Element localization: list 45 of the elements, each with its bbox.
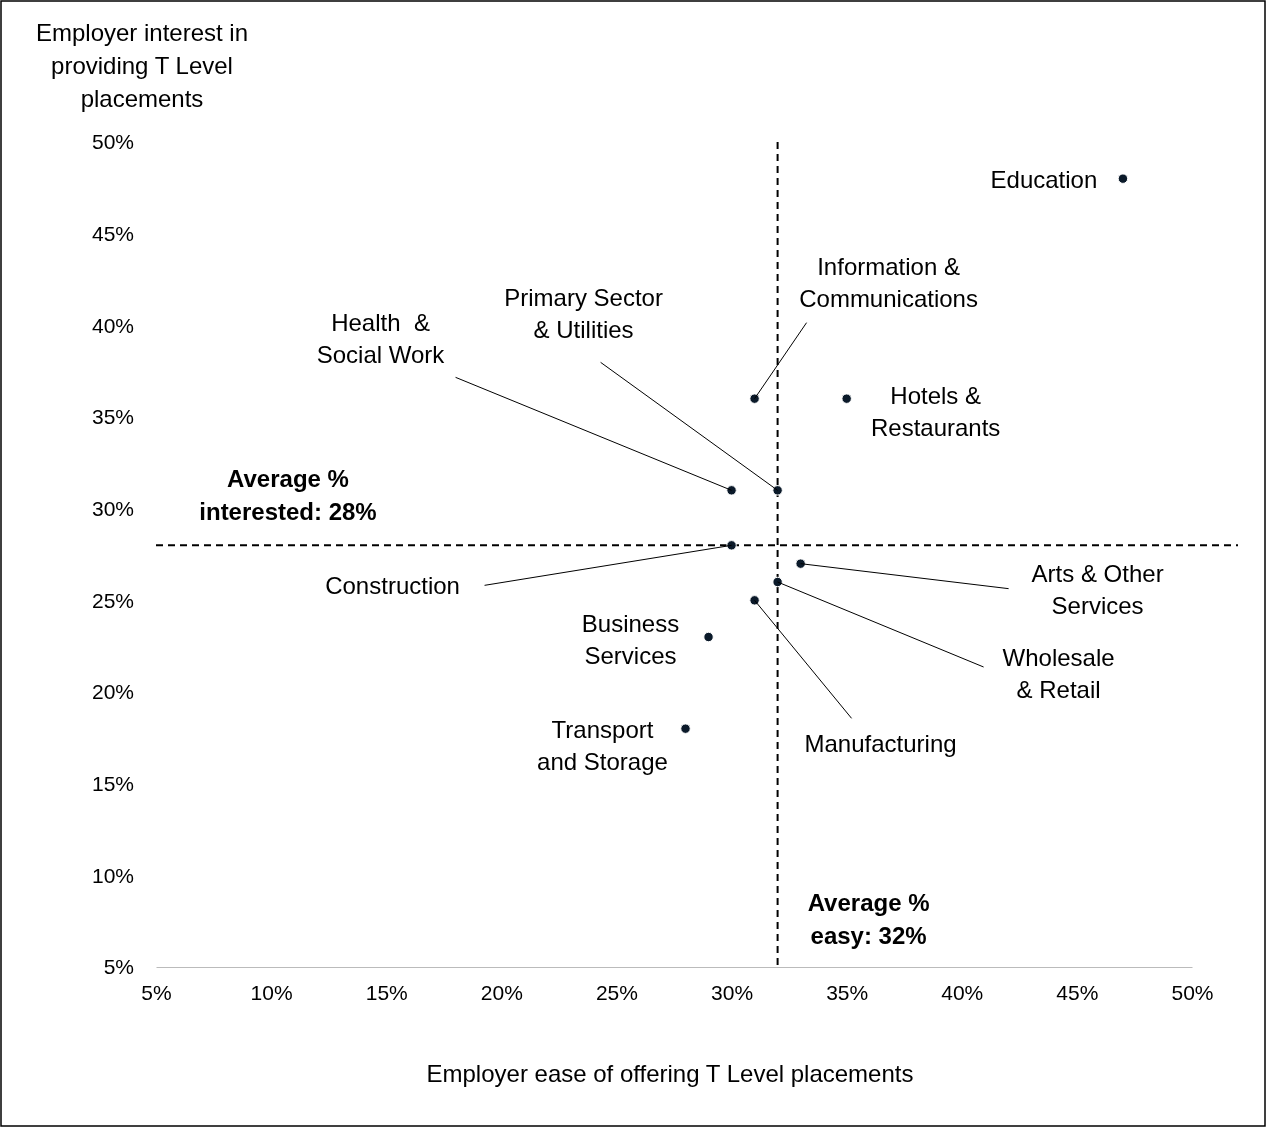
x-tick-label: 40%: [941, 980, 984, 1004]
annotation: Transport and Storage: [537, 716, 668, 776]
x-tick-label: 20%: [480, 980, 523, 1004]
y-tick-label: 40%: [91, 313, 134, 337]
y-tick-label: 45%: [91, 221, 134, 245]
x-tick-label: 35%: [826, 980, 869, 1004]
annotation: Information & Communications: [799, 253, 978, 313]
x-axis-title: Employer ease of offering T Level placements: [426, 1060, 914, 1088]
y-tick-label: 15%: [91, 771, 134, 795]
annotation: Primary Sector & Utilities: [504, 283, 663, 343]
point: [772, 576, 783, 588]
point: [772, 485, 783, 496]
y-tick-label: 5%: [103, 955, 134, 979]
y-tick-label: 10%: [91, 863, 134, 887]
annotation: Business Services: [581, 610, 680, 670]
annotation: Wholesale & Retail: [1002, 644, 1115, 704]
x-tick-label: 5%: [141, 980, 172, 1004]
y-tick-label: 25%: [91, 588, 134, 612]
point: [680, 723, 691, 734]
annotation: Education: [990, 166, 1098, 194]
x-tick-label: 30%: [711, 980, 754, 1004]
y-tick-label: 20%: [91, 680, 134, 704]
ref-line-label: Average % easy: 32%: [807, 888, 930, 949]
point: [726, 540, 737, 551]
y-tick-label: 35%: [91, 405, 134, 429]
point: [726, 485, 737, 496]
annotation: Health & Social Work: [316, 308, 446, 368]
y-tick-label: 30%: [91, 496, 134, 520]
y-tick-label: 50%: [91, 130, 134, 154]
annotation: Hotels & Restaurants: [870, 382, 1001, 442]
point: [841, 393, 852, 404]
x-tick-label: 50%: [1171, 980, 1214, 1004]
point: [749, 393, 760, 404]
y-axis-title: Employer interest in providing T Level placements: [35, 19, 249, 113]
x-tick-label: 10%: [250, 980, 293, 1004]
annotation: Manufacturing: [804, 729, 957, 757]
point: [1117, 173, 1129, 184]
annotation: Construction: [325, 571, 460, 599]
point: [749, 595, 760, 606]
point: [703, 631, 714, 643]
x-tick-label: 45%: [1056, 980, 1099, 1004]
x-tick-label: 15%: [365, 980, 408, 1004]
ref-line-label: Average % interested: 28%: [199, 465, 377, 526]
annotation: Arts & Other Services: [1031, 560, 1164, 620]
x-tick-label: 25%: [595, 980, 638, 1004]
